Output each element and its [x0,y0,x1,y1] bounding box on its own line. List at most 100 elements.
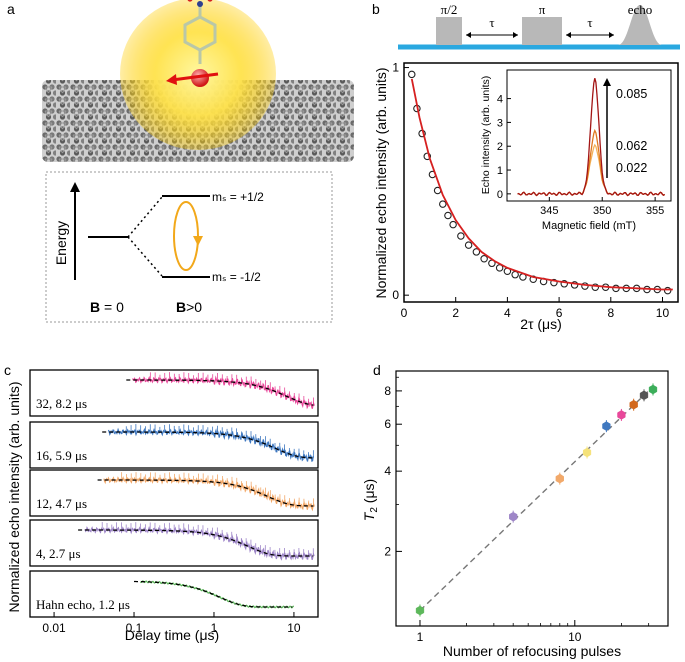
b-ytick-label: 0 [392,288,399,302]
inset-spectrum-line [517,78,666,197]
inset-ytick-label: 2 [497,141,503,153]
b-data-point [663,286,672,295]
d-ytick-label: 2 [384,544,391,558]
c-subplot-frame [29,369,319,417]
c-series-label: 12, 4.7 μs [36,496,87,511]
inset-xtick-label: 350 [593,205,611,217]
d-data-point [639,390,649,401]
b-ylabel: Normalized echo intensity (arb. units) [373,67,389,298]
d-xtick-label: 10 [568,630,582,644]
inset-ticks: 345 350 355 0 1 2 3 4 [497,94,664,217]
split-line-up [127,196,163,238]
panel-label-d: d [373,362,381,378]
panel-label-a: a [7,1,15,17]
inset-ytick-label: 1 [497,165,503,177]
b-data-point [529,275,537,283]
b-data-point [550,278,558,287]
ms-plus-label: mₛ = +1/2 [212,190,264,204]
d-data-point [617,410,626,420]
tau-arrow-1-right [513,32,518,38]
b-data-point [464,241,473,249]
b-xtick-label: 10 [656,306,670,320]
c-fit-line [134,580,293,608]
d-ytick-label: 4 [384,464,391,478]
c-series-label: 16, 5.9 μs [36,448,87,463]
d-xlabel: Number of refocusing pulses [443,643,621,659]
b-ticks: 0 2 4 6 8 10 0 1 [392,61,669,320]
chart-b-inset: Echo intensity (arb. units) Magnetic fie… [480,69,672,232]
oxygen-atom-1 [187,0,193,2]
b-data-point [439,200,447,208]
b-fit-line [410,78,673,291]
c-data-line [132,375,315,410]
panel-label-c: c [4,362,11,378]
d-ylabel: T2 (μs) [361,479,380,521]
b-data-point [511,270,519,279]
c-series-label: 4, 2.7 μs [36,546,81,561]
b-xtick-label: 8 [607,306,614,320]
d-data-point [509,511,518,522]
inset-ytick-label: 4 [497,94,503,106]
nanotube-illustration [42,0,354,162]
b-plot-frame [403,62,679,303]
d-data-point [648,384,658,395]
c-xtick-label: 0.01 [42,621,66,635]
inset-xtick-label: 355 [646,205,664,217]
inset-marks [517,78,666,197]
panel-label-b: b [372,1,380,17]
inset-xlabel: Magnetic field (mT) [542,220,636,232]
tau-arrow-2-left [566,32,571,38]
b-positive-label: B>0 [176,299,202,315]
c-subplots: 32, 8.2 μs 16, 5.9 μs 12, 4.7 μs 4, 2.7 μs H… [29,369,319,618]
d-xtick-label: 1 [417,630,424,644]
c-series-label: 32, 8.2 μs [36,396,87,411]
tau-arrow-1-left [466,32,471,38]
tau-label-2: τ [587,15,592,30]
c-subplot-frame [29,519,319,567]
c-xtick-label: 0.1 [126,621,143,635]
c-subplot: 16, 5.9 μs [29,421,319,469]
energy-diagram: Energy mₛ = +1/2 mₛ = -1/2 B = 0 B>0 [45,171,333,323]
b-ytick-label: 1 [392,61,399,75]
pulse-pi [522,17,562,45]
c-xlabel: Delay time (μs) [125,627,219,643]
c-subplot: 32, 8.2 μs [29,369,319,417]
d-data-point [582,447,592,458]
echo-label: echo [628,2,653,17]
c-subplot: 4, 2.7 μs [29,519,319,567]
tau-label-1: τ [489,15,494,30]
inset-ytick-label: 0 [497,189,503,201]
c-series-label: Hahn echo, 1.2 μs [36,597,130,612]
b-data-point [472,248,481,256]
oxygen-atom-2 [207,0,213,2]
d-marks [415,383,658,617]
inset-value-2: 0.062 [616,139,647,153]
pi-half-label: π/2 [441,2,458,17]
b-xtick-label: 4 [504,306,511,320]
ms-minus-label: mₛ = -1/2 [212,270,261,284]
b-xtick-label: 6 [556,306,563,320]
b-data-point [408,70,416,79]
c-subplot: 12, 4.7 μs [29,469,319,517]
c-ylabel: Normalized echo intensity (arb. units) [6,381,22,612]
inset-ytick-label: 3 [497,117,503,129]
c-xtick-label: 1 [211,621,218,635]
spin-center [191,69,209,87]
b-data-point [591,283,600,291]
d-data-point [415,605,425,616]
c-fit-line [78,529,314,557]
inset-ylabel: Echo intensity (arb. units) [480,76,492,194]
d-ticks: 1 10 2 4 6 8 [384,376,650,644]
inset-value-1: 0.085 [616,87,647,101]
c-subplot-frame [29,421,319,469]
c-data-line [139,580,294,609]
c-xtick-label: 10 [287,621,301,635]
transition-arrowhead [193,236,203,246]
split-line-down [127,236,163,277]
chart-d: T2 (μs) Number of refocusing pulses 1 10 2… [361,370,669,659]
c-fit-line [102,431,314,459]
pi-label: π [539,2,546,17]
echo-shape [618,5,662,45]
c-subplot-frame [29,469,319,517]
spin-arrow [171,72,219,82]
